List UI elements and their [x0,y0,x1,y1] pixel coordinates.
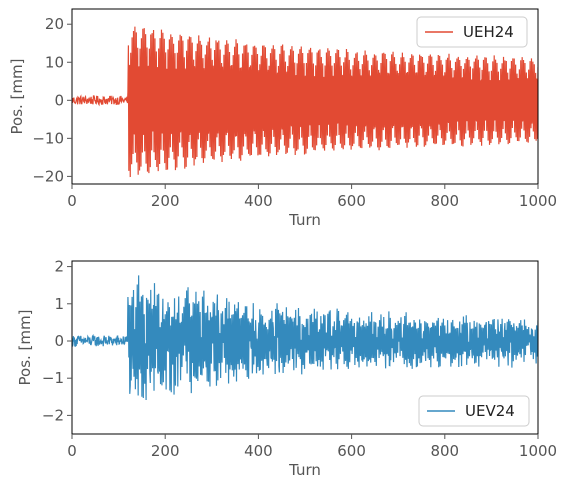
y-tick-label: −1 [42,369,64,387]
legend-box [416,16,528,48]
x-tick-label: 0 [67,442,77,460]
x-tick-label: 1000 [519,442,557,460]
x-tick-label: 200 [151,192,180,210]
x-tick-label: 200 [151,442,180,460]
y-tick-label: 1 [54,295,64,313]
y-tick-label: −10 [32,129,64,147]
series-line-ueh24 [72,26,538,178]
y-tick-label: 20 [45,15,64,33]
y-tick-label: −2 [42,406,64,424]
x-tick-label: 1000 [519,192,557,210]
x-axis-label: Turn [288,461,321,479]
y-axis-label: Pos. [mm] [16,310,34,386]
x-tick-label: 400 [244,442,273,460]
chart-panel-vertical: 0 200 400 600 800 1000 −2 −1 0 1 2 Turn Pos. [mm] UEV… [16,258,557,479]
x-tick-label: 0 [67,192,77,210]
x-tick-label: 400 [244,192,273,210]
chart-panel-horizontal: 0 200 400 600 800 1000 −20 −10 0 10 20 Turn Pos. [mm… [8,8,557,229]
x-axis-label: Turn [288,211,321,229]
y-tick-label: −20 [32,167,64,185]
x-tick-label: 800 [430,192,459,210]
x-tick-label: 600 [337,442,366,460]
x-tick-label: 800 [430,442,459,460]
legend-box [418,395,530,427]
series-line-uev24 [72,275,538,400]
y-axis-label: Pos. [mm] [8,59,26,135]
plot-frame [71,8,539,185]
y-tick-label: 0 [54,332,64,350]
legend-label: UEV24 [465,402,515,420]
y-tick-label: 10 [45,53,64,71]
plot-frame [71,260,539,435]
legend-label: UEH24 [463,23,514,41]
y-tick-label: 0 [54,91,64,109]
legend: UEV24 [418,395,530,427]
legend: UEH24 [416,16,528,48]
y-tick-label: 2 [54,258,64,276]
x-tick-label: 600 [337,192,366,210]
